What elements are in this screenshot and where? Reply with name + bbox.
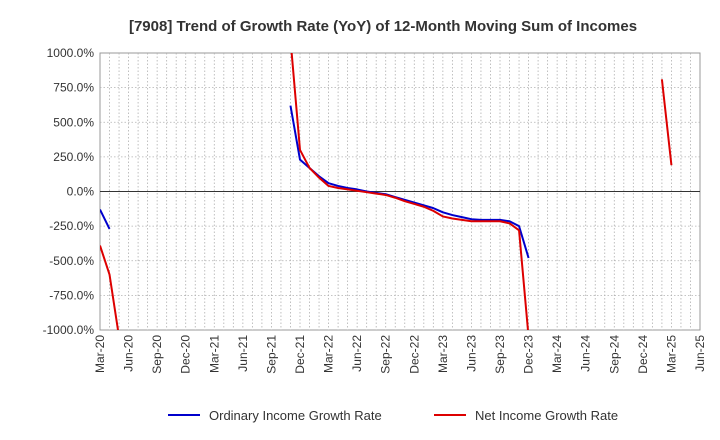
y-tick-label: 0.0% bbox=[67, 185, 95, 199]
x-tick-label: Jun-25 bbox=[693, 335, 707, 372]
x-tick-label: Dec-22 bbox=[407, 335, 421, 374]
y-tick-label: 250.0% bbox=[53, 150, 94, 164]
net-income-line-segment bbox=[100, 245, 120, 330]
x-tick-label: Jun-24 bbox=[579, 335, 593, 372]
x-tick-label: Sep-21 bbox=[264, 335, 278, 374]
x-tick-label: Jun-23 bbox=[464, 335, 478, 372]
x-tick-label: Sep-23 bbox=[493, 335, 507, 374]
chart-title: [7908] Trend of Growth Rate (YoY) of 12-… bbox=[129, 18, 637, 35]
x-tick-label: Jun-20 bbox=[122, 335, 136, 372]
series-layer bbox=[100, 53, 673, 330]
y-tick-label: 500.0% bbox=[53, 115, 94, 129]
x-tick-label: Mar-24 bbox=[550, 335, 564, 373]
x-tick-label: Jun-21 bbox=[236, 335, 250, 372]
legend-label-ordinary: Ordinary Income Growth Rate bbox=[209, 408, 382, 423]
y-tick-label: -750.0% bbox=[49, 288, 94, 302]
x-tick-label: Mar-20 bbox=[93, 335, 107, 373]
x-tick-label: Jun-22 bbox=[350, 335, 364, 372]
y-axis-labels: 1000.0% 750.0% 500.0% 250.0% 0.0% -250.0% -500… bbox=[43, 46, 95, 337]
x-tick-label: Dec-23 bbox=[522, 335, 536, 374]
x-tick-label: Mar-25 bbox=[664, 335, 678, 373]
y-tick-label: -1000.0% bbox=[43, 323, 95, 337]
x-tick-label: Dec-21 bbox=[293, 335, 307, 374]
legend: Ordinary Income Growth Rate Net Income G… bbox=[168, 408, 618, 423]
y-tick-label: -250.0% bbox=[49, 219, 94, 233]
y-tick-label: 1000.0% bbox=[47, 46, 95, 60]
x-tick-label: Dec-24 bbox=[636, 335, 650, 374]
x-tick-label: Mar-23 bbox=[436, 335, 450, 373]
x-tick-label: Mar-22 bbox=[322, 335, 336, 373]
x-tick-label: Sep-22 bbox=[379, 335, 393, 374]
ordinary-income-line-segment bbox=[289, 105, 530, 259]
ordinary-income-line-segment bbox=[100, 209, 111, 230]
x-tick-label: Sep-24 bbox=[607, 335, 621, 374]
y-tick-label: 750.0% bbox=[53, 81, 94, 95]
x-tick-label: Dec-20 bbox=[179, 335, 193, 374]
x-gridlines bbox=[109, 53, 691, 330]
x-tick-label: Sep-20 bbox=[150, 335, 164, 374]
y-tick-label: -500.0% bbox=[49, 254, 94, 268]
x-tick-label: Mar-21 bbox=[207, 335, 221, 373]
net-income-line-segment bbox=[290, 53, 529, 330]
legend-label-net: Net Income Growth Rate bbox=[475, 408, 618, 423]
x-axis-labels: Mar-20 Jun-20 Sep-20 Dec-20 Mar-21 Jun-21 Sep-… bbox=[93, 335, 707, 374]
net-income-line-segment bbox=[660, 79, 673, 166]
